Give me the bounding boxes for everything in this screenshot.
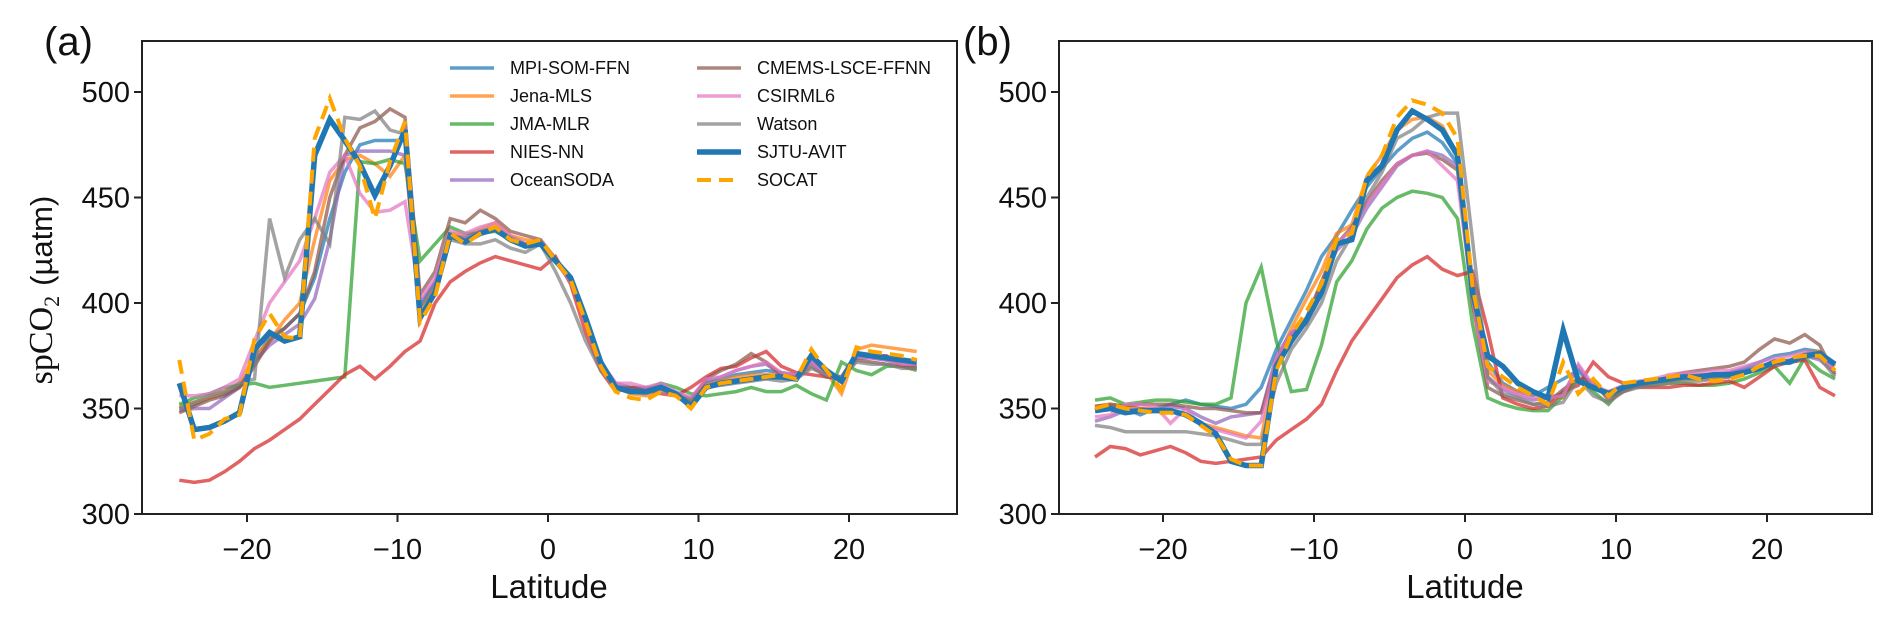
panel-a-series — [176, 92, 918, 485]
legend-label: CSIRML6 — [757, 86, 835, 106]
panel-a-y-axis-label: spCO2 (µatm) — [23, 196, 64, 385]
panel-b-label: (b) — [963, 20, 1012, 64]
legend-item-watson: Watson — [697, 114, 817, 134]
x-tick-label: 20 — [1751, 534, 1783, 566]
panel-b-x-ticks: −20 −10 0 10 20 — [1138, 514, 1783, 566]
series-line-socat — [1094, 98, 1837, 468]
y-tick-label: 500 — [999, 77, 1047, 109]
x-tick-label: −10 — [373, 534, 422, 566]
legend-label: MPI-SOM-FFN — [510, 58, 630, 78]
legend-item-mpi-som-ffn: MPI-SOM-FFN — [450, 58, 630, 78]
panel-a-x-ticks: −20 −10 0 10 20 — [222, 514, 865, 566]
legend-item-cmems-lsce-ffnn: CMEMS-LSCE-FFNN — [697, 58, 931, 78]
x-tick-label: 0 — [1457, 534, 1473, 566]
legend-item-sjtu-avit: SJTU-AVIT — [697, 142, 847, 162]
y-tick-label: 400 — [82, 288, 130, 320]
y-tick-label: 300 — [999, 499, 1047, 531]
legend-item-oceansoda: OceanSODA — [450, 170, 614, 190]
series-line-nies-nn — [1094, 254, 1836, 466]
legend-label: SOCAT — [757, 170, 818, 190]
panel-a-x-axis-label: Latitude — [490, 568, 607, 605]
series-line-socat — [177, 92, 918, 443]
series-line-nies-nn — [179, 253, 917, 485]
legend-label: SJTU-AVIT — [757, 142, 847, 162]
panel-b-y-ticks: 300 350 400 450 500 — [999, 77, 1059, 531]
x-tick-label: 10 — [1600, 534, 1632, 566]
x-tick-label: −10 — [1289, 534, 1338, 566]
panel-a-label: (a) — [44, 20, 93, 64]
y-tick-label: 350 — [999, 394, 1047, 426]
y-tick-label: 500 — [82, 77, 130, 109]
legend-label: OceanSODA — [510, 170, 614, 190]
legend: MPI-SOM-FFN Jena-MLS JMA-MLR NIES-NN OceanSO… — [450, 58, 931, 190]
y-label-main: spCO — [23, 307, 60, 384]
legend-item-socat: SOCAT — [697, 170, 818, 190]
panel-b-x-axis-label: Latitude — [1406, 568, 1523, 605]
x-tick-label: 10 — [682, 534, 714, 566]
x-tick-label: 0 — [540, 534, 556, 566]
y-label-unit: (µatm) — [24, 196, 59, 286]
panel-b: (b) 300 350 400 450 500 −20 −10 0 10 20 Latitude — [963, 20, 1873, 605]
panel-a: (a) 300 350 400 450 500 −20 −10 0 10 20 Latitude… — [23, 20, 958, 605]
x-tick-label: −20 — [222, 534, 271, 566]
panel-a-axes-frame — [141, 40, 958, 515]
legend-label: Watson — [757, 114, 817, 134]
legend-label: JMA-MLR — [510, 114, 590, 134]
x-tick-label: −20 — [1138, 534, 1187, 566]
y-tick-label: 450 — [999, 183, 1047, 215]
legend-label: Jena-MLS — [510, 86, 592, 106]
y-tick-label: 450 — [82, 183, 130, 215]
x-tick-label: 20 — [833, 534, 865, 566]
panel-b-series — [1094, 98, 1837, 469]
y-label-subscript: 2 — [39, 296, 64, 307]
legend-label: CMEMS-LSCE-FFNN — [757, 58, 931, 78]
legend-label: NIES-NN — [510, 142, 584, 162]
legend-item-nies-nn: NIES-NN — [450, 142, 584, 162]
legend-item-jma-mlr: JMA-MLR — [450, 114, 590, 134]
legend-item-jena-mls: Jena-MLS — [450, 86, 592, 106]
legend-item-csirml6: CSIRML6 — [697, 86, 835, 106]
panel-a-y-ticks: 300 350 400 450 500 — [82, 77, 142, 531]
svg-text:spCO2(µatm): spCO2 (µatm) — [23, 196, 64, 385]
y-tick-label: 350 — [82, 394, 130, 426]
y-tick-label: 400 — [999, 288, 1047, 320]
y-tick-label: 300 — [82, 499, 130, 531]
